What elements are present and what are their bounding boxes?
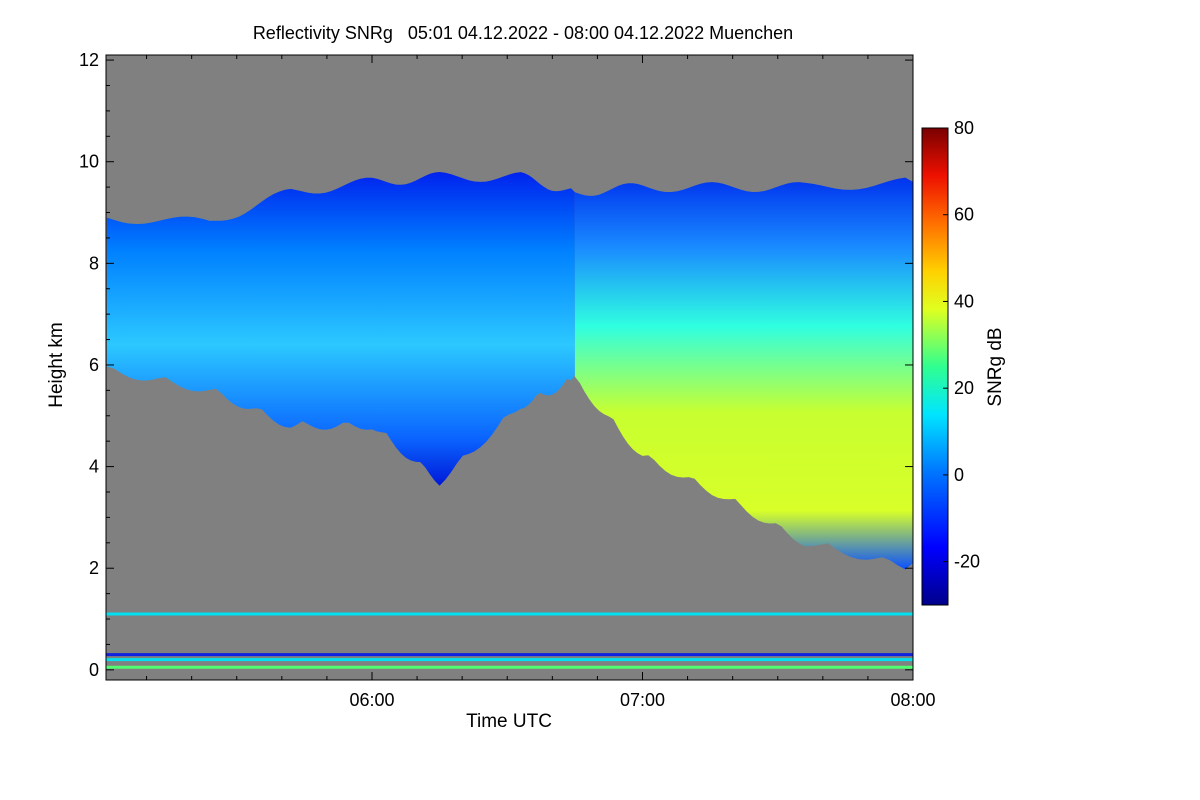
axes: 0 2 4 6 8 10 12 06:00 07:00 08:00 <box>79 50 936 710</box>
y-tick-label: 6 <box>89 355 99 375</box>
colorbar-tick-label: -20 <box>954 552 980 572</box>
x-axis-label: Time UTC <box>466 711 552 732</box>
cloud-layer <box>106 172 913 570</box>
x-tick-label: 07:00 <box>620 690 665 710</box>
colorbar <box>921 127 949 606</box>
colorbar-tick-label: 40 <box>954 291 974 311</box>
y-tick-label: 8 <box>89 253 99 273</box>
ground-clutter <box>106 612 913 669</box>
y-tick-label: 0 <box>89 660 99 680</box>
chart-title: Reflectivity SNRg 05:01 04.12.2022 - 08:… <box>253 23 793 43</box>
y-tick-label: 12 <box>79 50 99 70</box>
y-tick-label: 2 <box>89 558 99 578</box>
plot-frame <box>105 54 914 681</box>
colorbar-tick-label: 60 <box>954 205 974 225</box>
colorbar-tick-label: 20 <box>954 378 974 398</box>
y-tick-label: 4 <box>89 457 99 477</box>
x-tick-label: 06:00 <box>349 690 394 710</box>
x-tick-label: 08:00 <box>890 690 935 710</box>
colorbar-tick-label: 0 <box>954 465 964 485</box>
y-tick-label: 10 <box>79 152 99 172</box>
colorbar-label: SNRg dB <box>985 327 1006 406</box>
cloud-region-early <box>106 172 575 486</box>
colorbar-tick-label: 80 <box>954 118 974 138</box>
colorbar-ticks: -20 0 20 40 60 80 <box>943 118 980 572</box>
y-axis-label: Height km <box>46 322 67 408</box>
cloud-region-late <box>574 177 913 570</box>
